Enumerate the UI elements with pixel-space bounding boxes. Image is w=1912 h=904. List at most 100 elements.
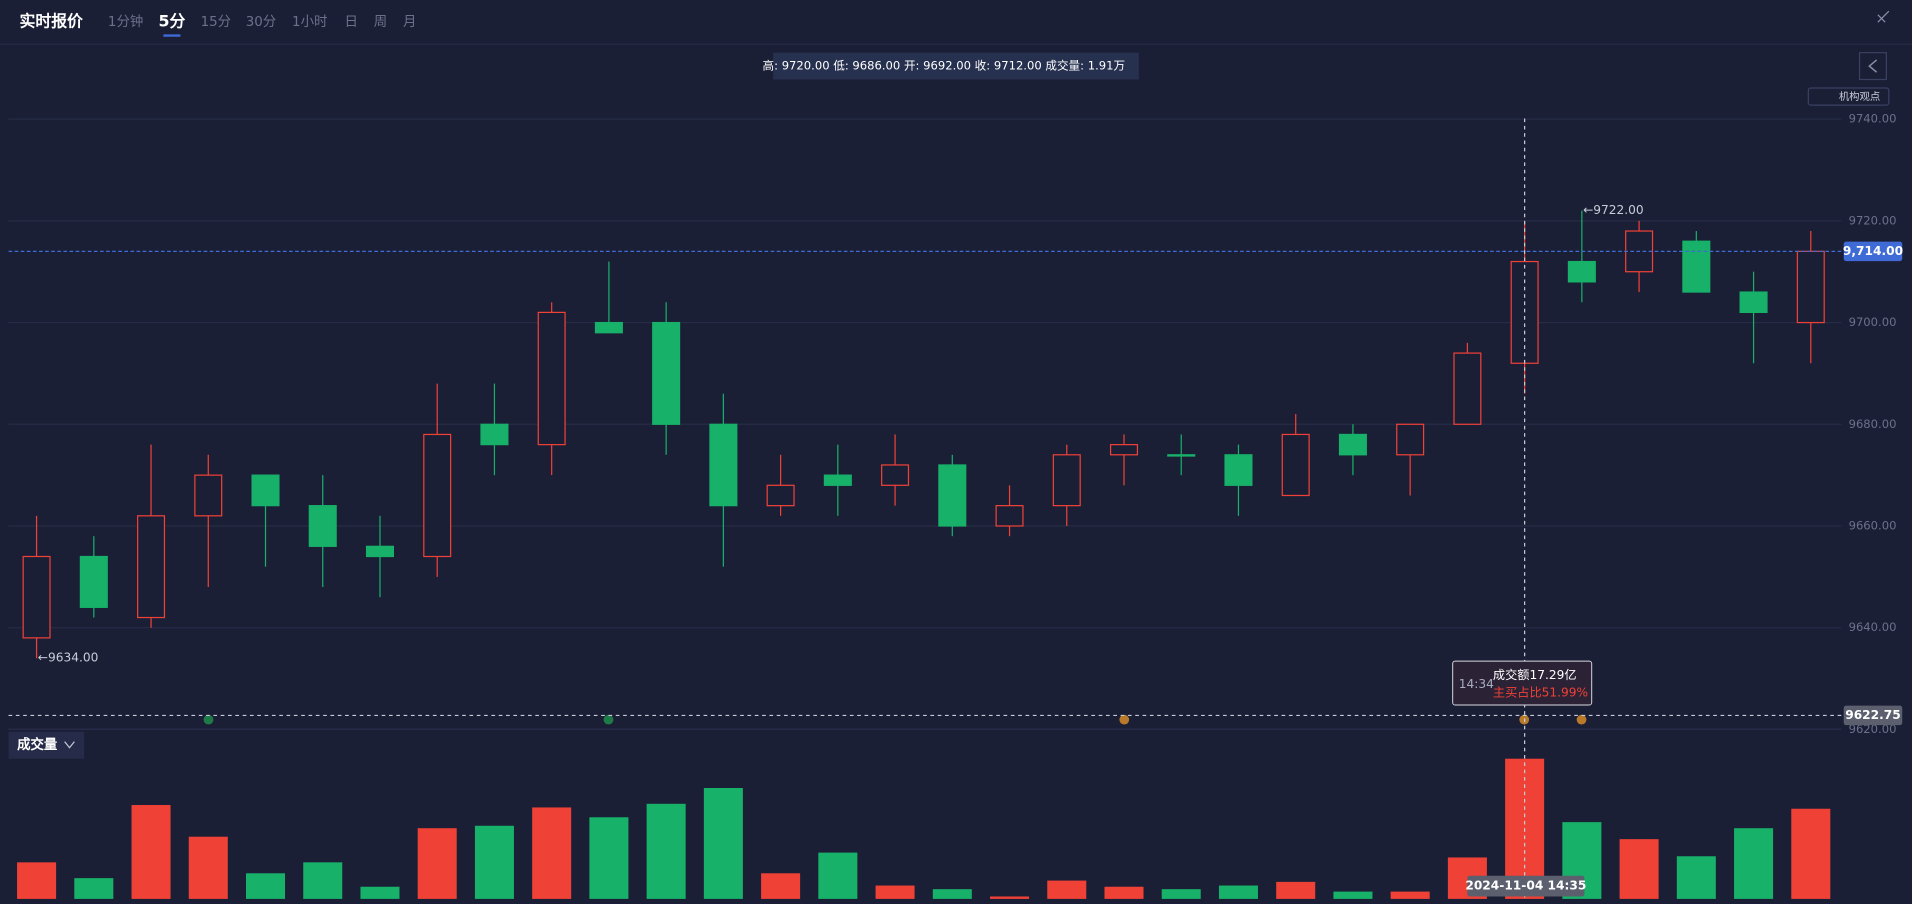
y-tick-label: 9700.00 (1849, 315, 1897, 329)
candle-body (1682, 240, 1711, 293)
volume-bar (818, 852, 858, 899)
volume-bar (360, 886, 400, 899)
tab[interactable]: 1分钟 (108, 13, 143, 30)
candle-body (938, 464, 967, 527)
candle-body (480, 423, 509, 446)
crosshair-date-label: 2024-11-04 14:35 (1465, 879, 1586, 893)
candle-body (423, 433, 452, 558)
y-tick-label: 9680.00 (1849, 417, 1897, 431)
y-tick-label: 9740.00 (1849, 112, 1897, 126)
candle-body (1109, 444, 1139, 456)
crosshair-date-box (1467, 875, 1585, 897)
event-icon[interactable] (603, 714, 614, 725)
tab[interactable]: 5分 (158, 12, 185, 31)
candle-body (1567, 260, 1596, 283)
tab[interactable]: 日 (344, 15, 357, 30)
candle-body (537, 311, 566, 446)
info-bar-text: 高: 9720.00 低: 9686.00 开: 9692.00 收: 9712… (763, 59, 1126, 73)
tooltip-amount: 成交额17.29亿 (1493, 667, 1577, 682)
candle-body (1796, 250, 1825, 324)
candle-body (652, 321, 681, 425)
candle-body (365, 545, 394, 558)
volume-bar (1676, 856, 1716, 899)
last-price-box (1843, 241, 1903, 262)
event-icon[interactable] (203, 714, 214, 725)
volume-bar (703, 787, 743, 899)
candle-body (1739, 291, 1768, 314)
volume-bar (1218, 885, 1258, 899)
candle-body (709, 423, 738, 507)
tab[interactable]: 月 (403, 15, 416, 30)
info-bar (773, 52, 1139, 80)
tooltip-box (1452, 660, 1593, 706)
volume-bar (532, 807, 572, 899)
candle-body (766, 484, 795, 507)
badge-text: 机构观点 (1839, 90, 1880, 103)
crosshair-price-box (1843, 705, 1903, 726)
candle-body (1281, 433, 1310, 497)
y-tick-label: 9640.00 (1849, 620, 1897, 634)
y-tick-label: 9720.00 (1849, 213, 1897, 227)
volume-bar (1047, 880, 1087, 899)
volume-bar (1161, 889, 1201, 899)
price-annotation: ←9722.00 (1583, 203, 1644, 217)
badge-box[interactable] (1807, 87, 1890, 106)
candle-body (308, 505, 337, 547)
volume-bar (303, 862, 343, 899)
tab[interactable]: 周 (374, 15, 387, 30)
price-annotation: ←9634.00 (38, 651, 99, 665)
volume-bar (1276, 881, 1316, 899)
tab[interactable]: 15分 (201, 14, 231, 30)
tab[interactable]: 1小时 (292, 14, 327, 30)
y-tick-label: 9620.00 (1849, 722, 1897, 736)
collapse-button[interactable] (1858, 52, 1888, 81)
volume-bar (1390, 891, 1430, 899)
volume-bar (1619, 839, 1659, 899)
volume-bar (474, 825, 514, 899)
y-tick-label: 9660.00 (1849, 518, 1897, 532)
candle-body (251, 474, 280, 507)
candle-body (1052, 454, 1081, 507)
volume-bar (188, 836, 228, 899)
tooltip-time: 14:34 (1459, 677, 1494, 691)
volume-bar (246, 873, 286, 899)
last-price-label: 9,714.00 (1843, 244, 1903, 258)
candle-body (1224, 454, 1253, 486)
volume-bar (1791, 808, 1831, 899)
volume-bar (17, 862, 57, 899)
volume-bar (131, 805, 171, 899)
event-icon[interactable] (1119, 714, 1130, 725)
tab[interactable]: 30分 (246, 14, 276, 30)
event-icon[interactable] (1576, 714, 1587, 725)
candle-body (1338, 433, 1367, 456)
volume-bar (761, 873, 801, 899)
chevron (64, 741, 75, 749)
volume-bar (1104, 886, 1144, 899)
candle-body (194, 474, 223, 517)
volume-bar (74, 878, 114, 899)
volume-selector-text: 成交量 (17, 736, 58, 753)
event-icons (203, 714, 1587, 725)
volume-bar (875, 885, 915, 899)
fullscreen-icon[interactable] (1877, 10, 1890, 23)
candle-body (594, 321, 623, 334)
header-title: 实时报价 (20, 12, 84, 31)
crosshair-price-label: 9622.75 (1845, 708, 1901, 722)
volume-bar (589, 817, 629, 899)
candle-body (137, 515, 166, 619)
candle-body (1396, 423, 1425, 456)
volume-bar (932, 889, 972, 899)
tooltip-buy-ratio: 主买占比51.99% (1493, 684, 1588, 699)
volume-bar (1333, 891, 1373, 899)
candle-body (22, 555, 51, 639)
candle-body (1453, 352, 1482, 425)
volume-bar (1734, 828, 1774, 899)
candle-body (1167, 454, 1196, 457)
collapse-icon (1868, 59, 1878, 73)
candle-body (823, 474, 852, 486)
volume-bar (990, 896, 1030, 899)
candle-body (995, 505, 1024, 527)
